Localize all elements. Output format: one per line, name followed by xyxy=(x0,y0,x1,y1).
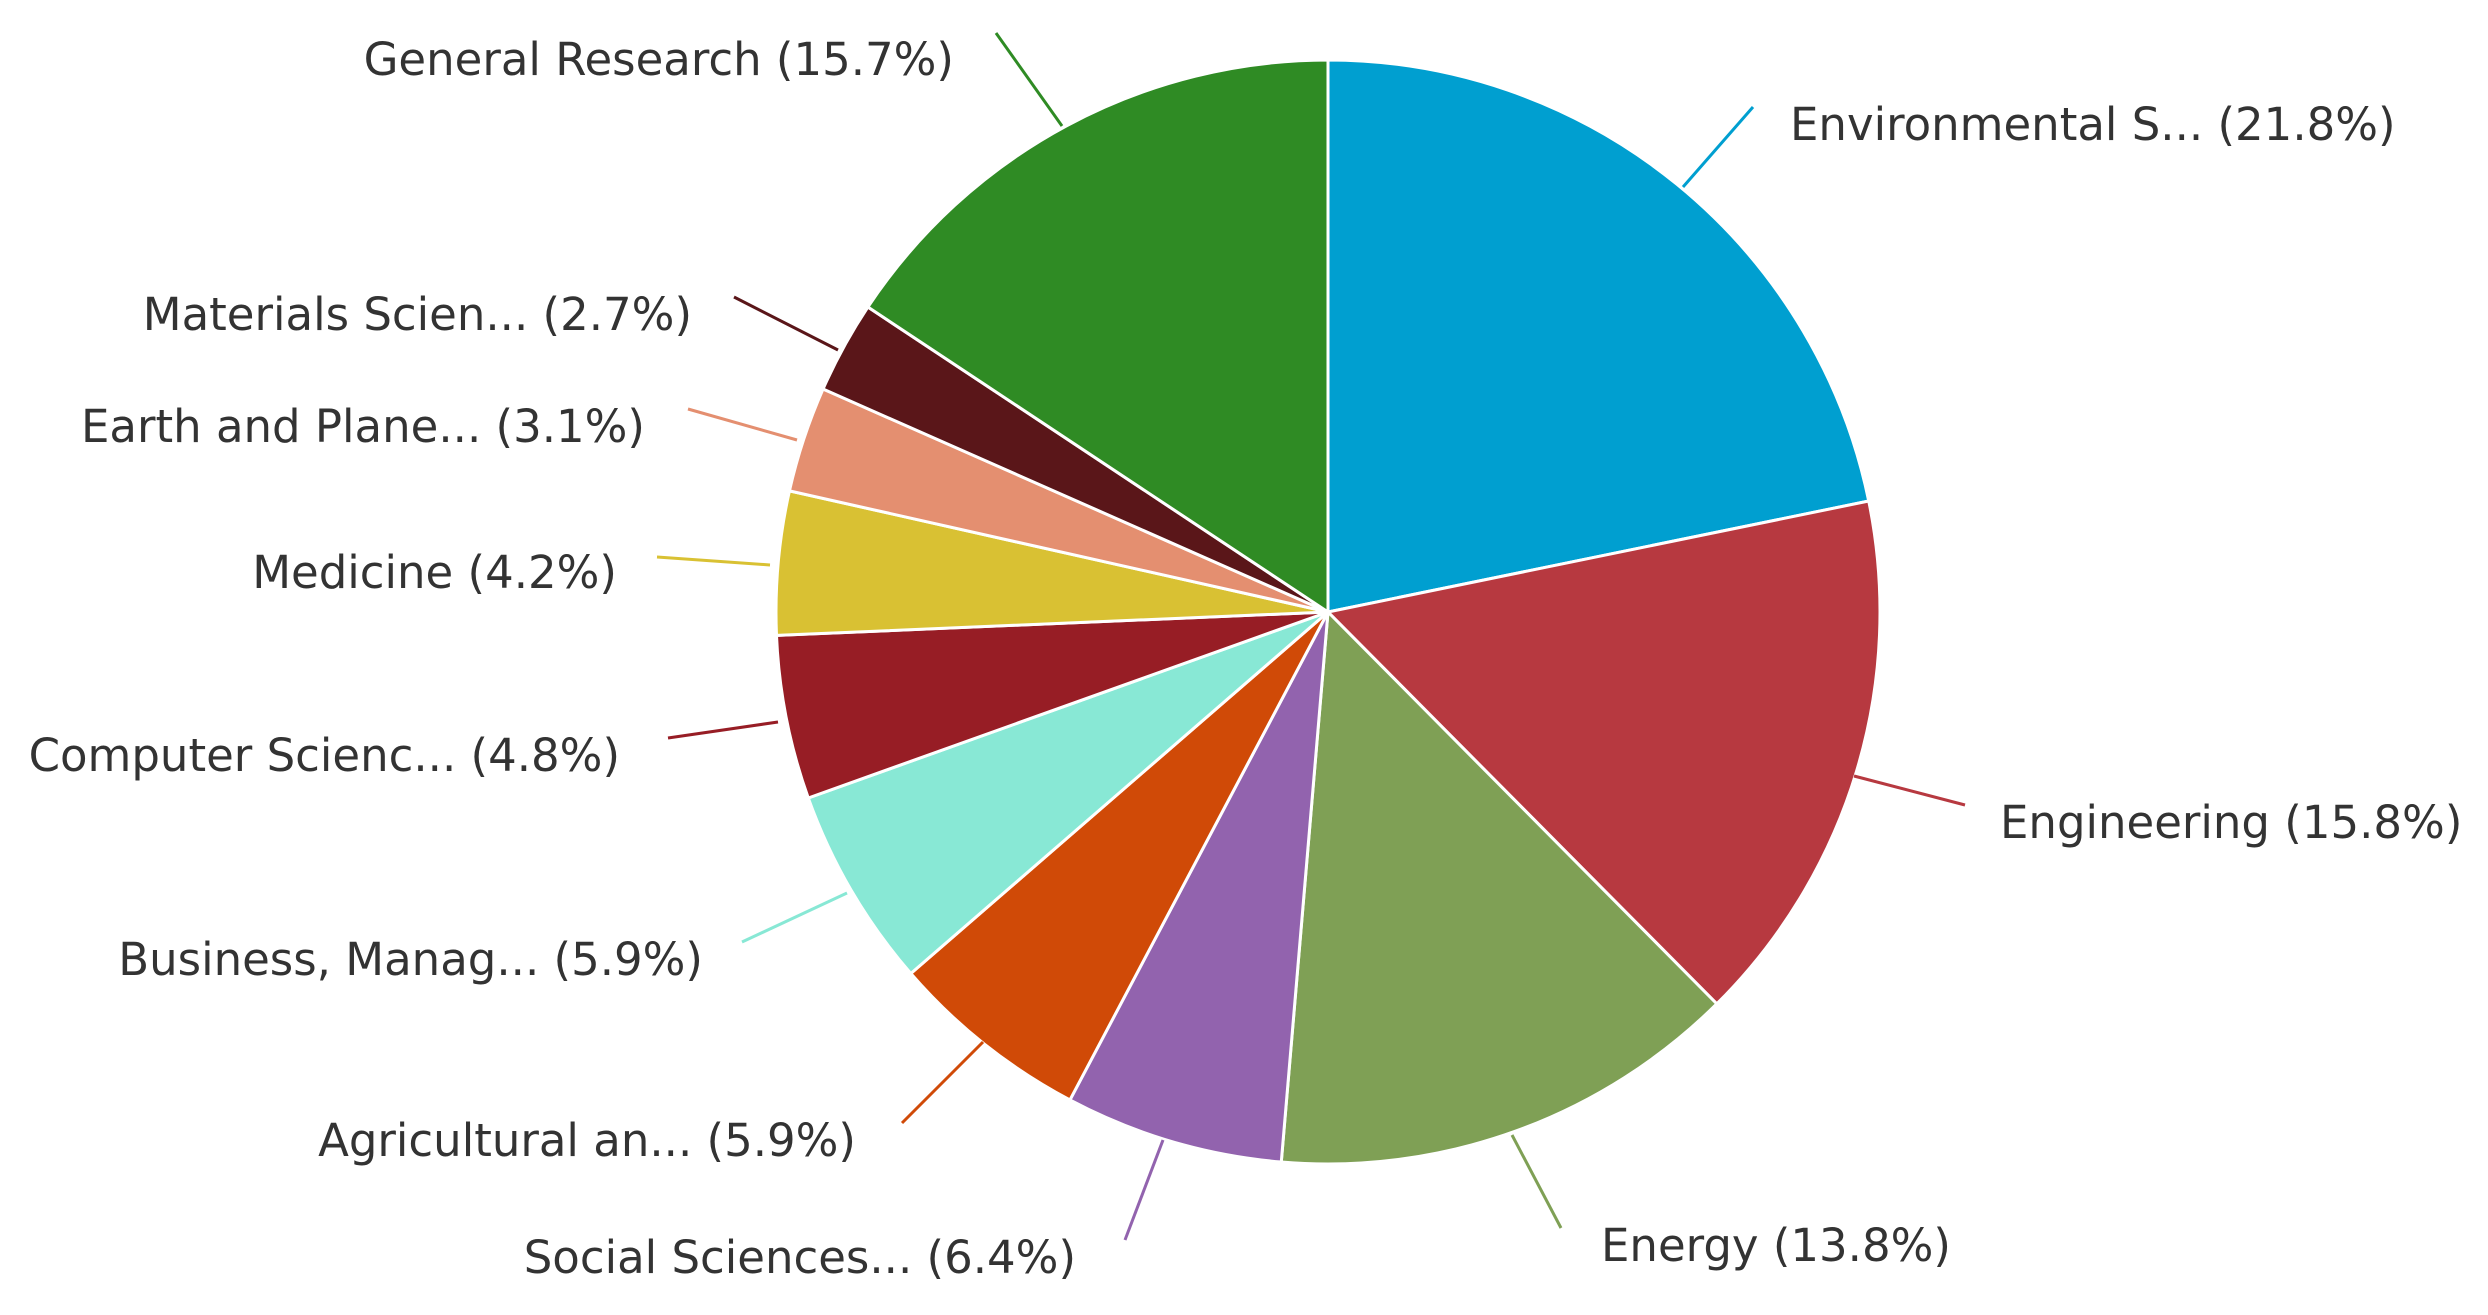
pie-slice-general-research[interactable] xyxy=(865,58,1330,615)
pie-slice-agricultural-an[interactable] xyxy=(908,610,1330,1102)
leader-line-environmental-s xyxy=(1681,106,1755,188)
pie-slice-engineering[interactable] xyxy=(1324,499,1882,1006)
pie-slice-energy[interactable] xyxy=(1279,608,1719,1166)
leader-line-social-sciences xyxy=(1123,1139,1165,1241)
pie-slice-business-manag[interactable] xyxy=(806,610,1329,976)
slice-label-computer-scienc: Computer Scienc... (4.8%) xyxy=(29,729,620,782)
leader-line-materials-scien xyxy=(733,295,839,352)
pie-slice-environmental-s[interactable] xyxy=(1326,58,1871,614)
slice-label-social-sciences: Social Sciences... (6.4%) xyxy=(524,1231,1076,1284)
leader-line-medicine xyxy=(656,555,771,567)
pie-slice-social-sciences[interactable] xyxy=(1067,611,1330,1164)
leader-line-agricultural-an xyxy=(900,1040,985,1125)
pie-slices xyxy=(774,58,1882,1166)
slice-label-general-research: General Research (15.7%) xyxy=(364,33,954,86)
leader-line-earth-and-plane xyxy=(687,407,798,442)
leader-line-energy xyxy=(1510,1134,1563,1229)
slice-label-energy: Energy (13.8%) xyxy=(1601,1219,1951,1272)
leader-line-engineering xyxy=(1853,774,1966,807)
pie-slice-computer-scienc[interactable] xyxy=(774,610,1329,800)
slice-label-medicine: Medicine (4.2%) xyxy=(252,546,617,599)
slice-label-earth-and-plane: Earth and Plane... (3.1%) xyxy=(81,400,645,453)
leader-line-computer-scienc xyxy=(667,720,779,740)
slice-label-materials-scien: Materials Scien... (2.7%) xyxy=(143,288,692,341)
slice-labels: Environmental S... (21.8%) Engineering (1… xyxy=(29,33,2463,1284)
leader-line-business-manag xyxy=(741,891,848,944)
slice-label-agricultural-an: Agricultural an... (5.9%) xyxy=(318,1114,856,1167)
leader-lines xyxy=(656,32,1966,1241)
slice-label-environmental-s: Environmental S... (21.8%) xyxy=(1790,98,2396,151)
slice-label-business-manag: Business, Manag... (5.9%) xyxy=(118,933,703,986)
slice-label-engineering: Engineering (15.8%) xyxy=(2000,796,2462,849)
leader-line-general-research xyxy=(994,32,1064,127)
